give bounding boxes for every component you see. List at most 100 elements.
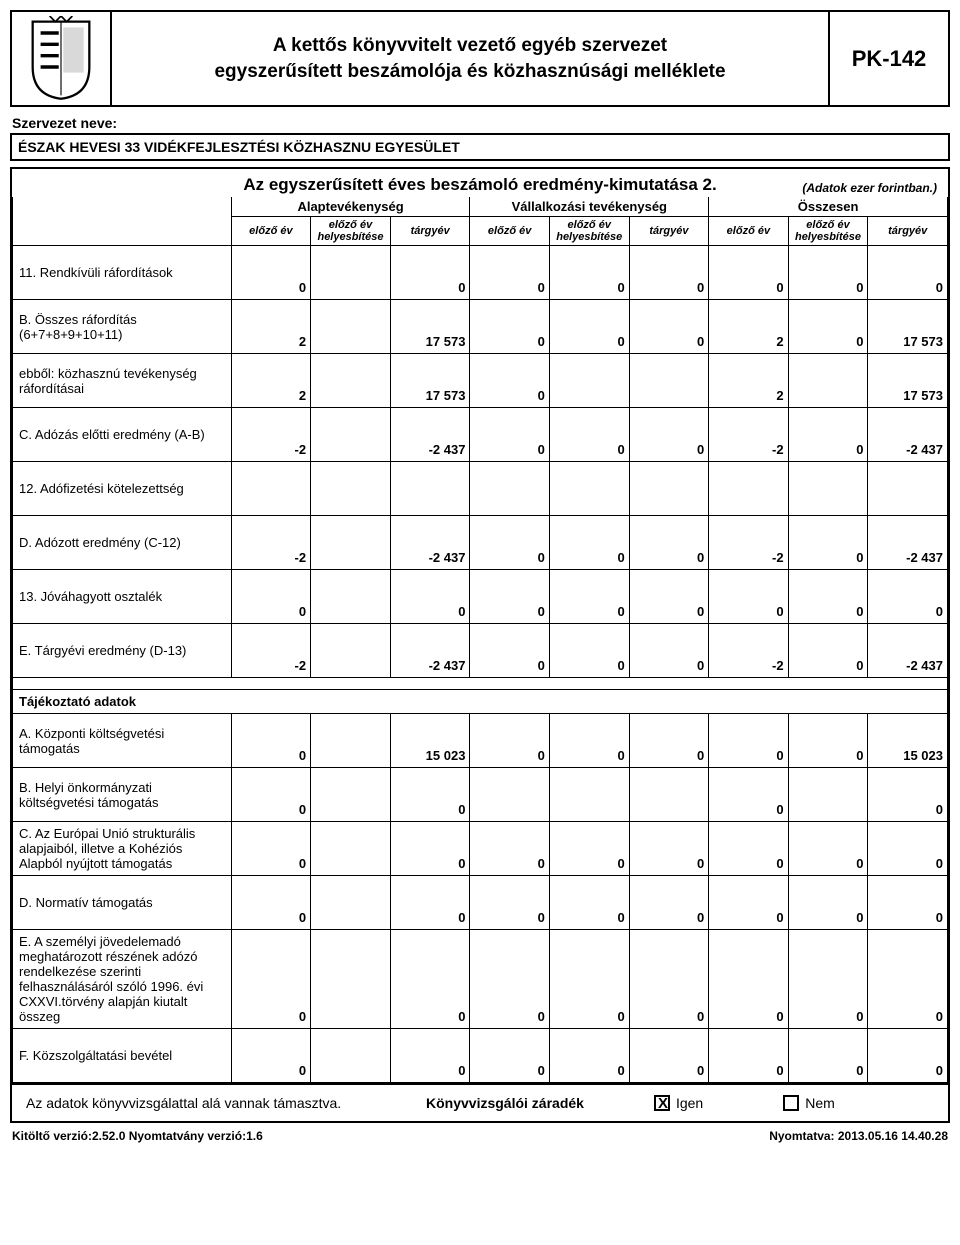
data-cell: 0 [470,624,549,678]
data-cell: 0 [549,300,629,354]
org-name-label: Szervezet neve: [12,115,950,131]
data-cell: -2 [709,408,788,462]
data-cell [311,354,391,408]
title-line-1: A kettős könyvvitelt vezető egyéb szerve… [273,35,667,56]
data-cell: 17 573 [390,300,470,354]
report-table-wrap: Az egyszerűsített éves beszámoló eredmén… [10,167,950,1085]
col-sub-header: előző év [709,217,788,246]
data-cell: 0 [709,930,788,1029]
data-cell: 15 023 [868,714,948,768]
row-label: C. Adózás előtti eredmény (A-B) [13,408,232,462]
form-title: A kettős könyvvitelt vezető egyéb szerve… [112,12,828,105]
data-cell: 0 [788,1029,868,1083]
data-cell: 0 [709,876,788,930]
data-cell: 0 [549,714,629,768]
data-cell: 0 [788,408,868,462]
col-sub-header: tárgyév [868,217,948,246]
data-cell: 0 [549,930,629,1029]
data-cell: 0 [231,246,310,300]
data-cell: 0 [390,930,470,1029]
data-cell: 0 [231,822,310,876]
data-cell [868,462,948,516]
footer-version: Kitöltő verzió:2.52.0 Nyomtatvány verzió… [12,1129,263,1143]
data-cell: 0 [709,1029,788,1083]
data-cell [470,462,549,516]
page-footer: Kitöltő verzió:2.52.0 Nyomtatvány verzió… [10,1129,950,1143]
data-cell [549,354,629,408]
data-cell: 0 [470,300,549,354]
colgroup-2: Vállalkozási tevékenység [470,197,709,217]
data-cell: 0 [629,930,709,1029]
data-cell: 0 [390,822,470,876]
data-cell: 0 [470,714,549,768]
data-cell [549,768,629,822]
data-cell [629,462,709,516]
data-cell: 0 [470,516,549,570]
data-cell: 0 [629,876,709,930]
data-cell: 0 [868,768,948,822]
data-cell: 0 [868,822,948,876]
data-cell: 0 [709,570,788,624]
data-cell [470,768,549,822]
data-cell: 0 [629,570,709,624]
data-cell: -2 [231,408,310,462]
col-sub-header: előző év helyesbítése [788,217,868,246]
audit-yes-label: Igen [676,1095,703,1111]
row-label: 13. Jóváhagyott osztalék [13,570,232,624]
data-cell [788,462,868,516]
data-cell [629,768,709,822]
data-cell: -2 [709,516,788,570]
row-label: A. Központi költségvetési támogatás [13,714,232,768]
data-cell: 0 [709,822,788,876]
data-cell: 0 [549,624,629,678]
colgroup-3: Összesen [798,199,859,214]
data-cell: 2 [231,300,310,354]
data-cell: 2 [709,354,788,408]
data-cell: 0 [470,408,549,462]
data-cell: 0 [231,876,310,930]
data-cell: 0 [549,570,629,624]
audit-yes-checkbox[interactable] [654,1095,670,1111]
form-header: A kettős könyvvitelt vezető egyéb szerve… [10,10,950,107]
data-cell [788,354,868,408]
data-cell [549,462,629,516]
data-cell: -2 437 [868,408,948,462]
colgroup-1: Alaptevékenység [231,197,470,217]
data-cell [311,408,391,462]
row-label: B. Összes ráfordítás (6+7+8+9+10+11) [13,300,232,354]
data-cell: 0 [709,246,788,300]
row-label: F. Közszolgáltatási bevétel [13,1029,232,1083]
data-cell: 0 [868,246,948,300]
row-label: C. Az Európai Unió strukturális alapjaib… [13,822,232,876]
data-cell [311,624,391,678]
data-cell: 0 [788,822,868,876]
data-cell: 0 [629,1029,709,1083]
data-cell: -2 [709,624,788,678]
data-cell [788,768,868,822]
data-cell: 0 [868,876,948,930]
audit-no-label: Nem [805,1095,835,1111]
row-label: 11. Rendkívüli ráfordítások [13,246,232,300]
data-cell: 0 [231,1029,310,1083]
data-cell [231,462,310,516]
data-cell [311,768,391,822]
data-cell: 15 023 [390,714,470,768]
data-cell [311,714,391,768]
data-cell: 0 [629,300,709,354]
data-cell: 0 [549,246,629,300]
audit-no-checkbox[interactable] [783,1095,799,1111]
data-cell: 0 [788,570,868,624]
row-label: ebből: közhasznú tevékenység ráfordítása… [13,354,232,408]
info-section-header: Tájékoztató adatok [13,690,948,714]
data-cell: 0 [470,1029,549,1083]
data-cell: 0 [868,570,948,624]
data-cell: -2 437 [390,408,470,462]
data-cell: 0 [549,408,629,462]
data-cell: 0 [549,876,629,930]
title-line-2: egyszerűsített beszámolója és közhasznús… [214,61,725,82]
org-name-value: ÉSZAK HEVESI 33 VIDÉKFEJLESZTÉSI KÖZHASZ… [10,133,950,161]
data-cell [629,354,709,408]
data-cell: -2 437 [390,516,470,570]
row-label: B. Helyi önkormányzati költségvetési tám… [13,768,232,822]
data-cell: -2 [231,624,310,678]
